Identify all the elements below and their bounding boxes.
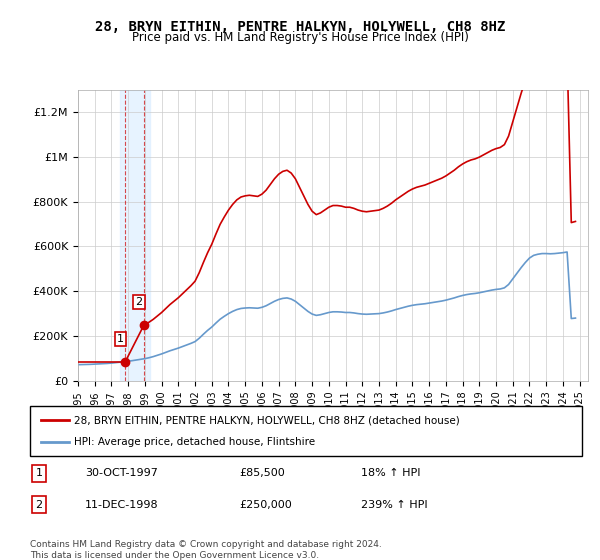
Text: 2: 2 (136, 297, 143, 307)
Text: 239% ↑ HPI: 239% ↑ HPI (361, 500, 428, 510)
Text: 1: 1 (35, 468, 43, 478)
Text: Price paid vs. HM Land Registry's House Price Index (HPI): Price paid vs. HM Land Registry's House … (131, 31, 469, 44)
Text: HPI: Average price, detached house, Flintshire: HPI: Average price, detached house, Flin… (74, 437, 315, 447)
Text: 28, BRYN EITHIN, PENTRE HALKYN, HOLYWELL, CH8 8HZ: 28, BRYN EITHIN, PENTRE HALKYN, HOLYWELL… (95, 20, 505, 34)
Text: £85,500: £85,500 (240, 468, 286, 478)
FancyBboxPatch shape (30, 406, 582, 456)
Text: 18% ↑ HPI: 18% ↑ HPI (361, 468, 421, 478)
Text: £250,000: £250,000 (240, 500, 293, 510)
Bar (120, 90, 150, 381)
Text: Contains HM Land Registry data © Crown copyright and database right 2024.
This d: Contains HM Land Registry data © Crown c… (30, 540, 382, 560)
Text: 28, BRYN EITHIN, PENTRE HALKYN, HOLYWELL, CH8 8HZ (detached house): 28, BRYN EITHIN, PENTRE HALKYN, HOLYWELL… (74, 415, 460, 425)
Text: 30-OCT-1997: 30-OCT-1997 (85, 468, 158, 478)
Text: 2: 2 (35, 500, 43, 510)
Text: 11-DEC-1998: 11-DEC-1998 (85, 500, 159, 510)
Text: 1: 1 (117, 334, 124, 344)
